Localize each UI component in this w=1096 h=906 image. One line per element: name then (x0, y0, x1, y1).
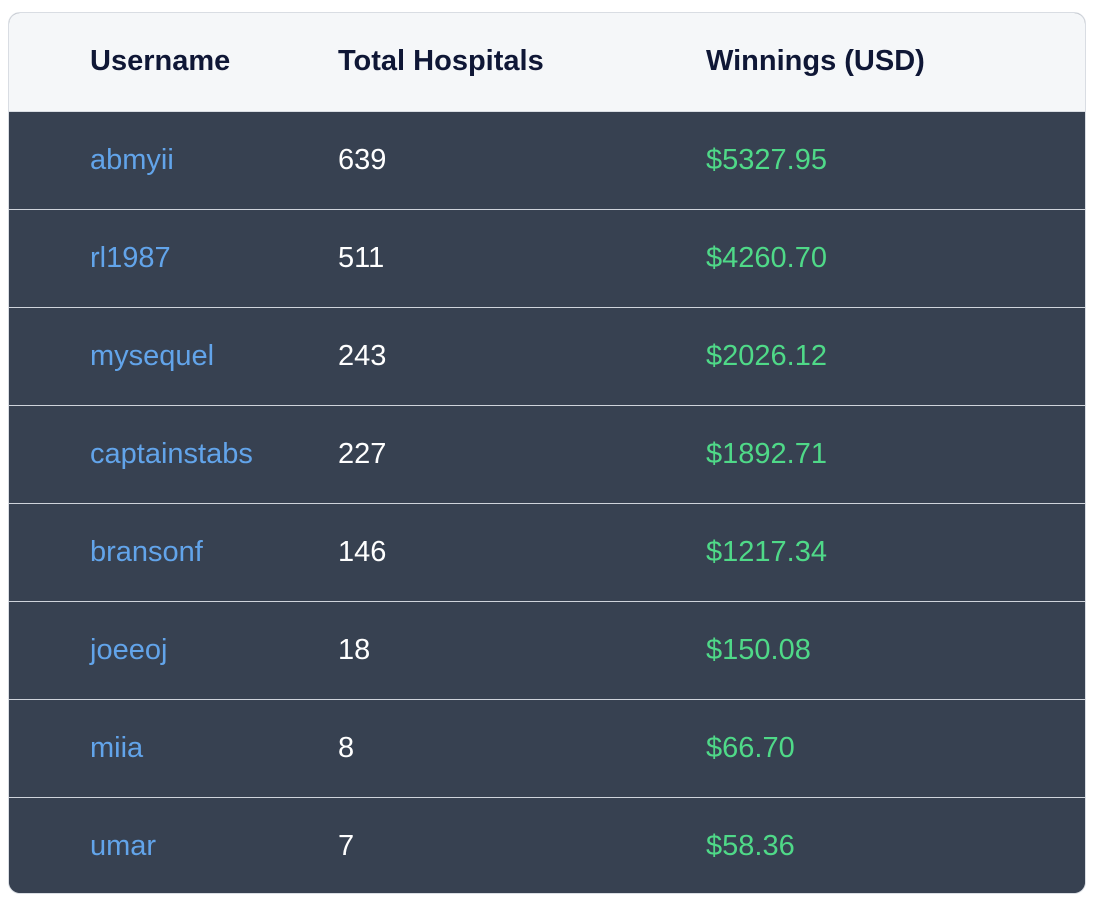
username-link[interactable]: miia (90, 731, 144, 764)
winnings-amount: $2026.12 (706, 339, 827, 372)
leaderboard-table-container: Username Total Hospitals Winnings (USD) … (8, 12, 1086, 894)
winnings-amount: $4260.70 (706, 241, 827, 274)
column-header-username[interactable]: Username (9, 13, 338, 112)
table-body: abmyii 639 $5327.95 rl1987 511 $4260.70 … (9, 111, 1085, 893)
username-link[interactable]: captainstabs (90, 437, 253, 470)
table-row: abmyii 639 $5327.95 (9, 111, 1085, 209)
table-row: rl1987 511 $4260.70 (9, 209, 1085, 307)
username-link[interactable]: rl1987 (90, 241, 171, 274)
column-header-winnings[interactable]: Winnings (USD) (706, 13, 1085, 112)
hospitals-count: 243 (338, 339, 387, 372)
winnings-amount: $66.70 (706, 731, 795, 764)
username-link[interactable]: joeeoj (90, 633, 168, 666)
leaderboard-table: Username Total Hospitals Winnings (USD) … (9, 13, 1085, 893)
header-row: Username Total Hospitals Winnings (USD) (9, 13, 1085, 112)
table-row: mysequel 243 $2026.12 (9, 307, 1085, 405)
winnings-amount: $150.08 (706, 633, 811, 666)
winnings-amount: $5327.95 (706, 143, 827, 176)
hospitals-count: 18 (338, 633, 371, 666)
winnings-amount: $1217.34 (706, 535, 827, 568)
column-header-hospitals[interactable]: Total Hospitals (338, 13, 706, 112)
hospitals-count: 146 (338, 535, 387, 568)
table-row: bransonf 146 $1217.34 (9, 503, 1085, 601)
table-row: miia 8 $66.70 (9, 699, 1085, 797)
username-link[interactable]: abmyii (90, 143, 174, 176)
hospitals-count: 511 (338, 241, 385, 274)
username-link[interactable]: umar (90, 829, 157, 862)
hospitals-count: 227 (338, 437, 387, 470)
username-link[interactable]: mysequel (90, 339, 215, 372)
table-row: joeeoj 18 $150.08 (9, 601, 1085, 699)
table-row: captainstabs 227 $1892.71 (9, 405, 1085, 503)
username-link[interactable]: bransonf (90, 535, 203, 568)
hospitals-count: 8 (338, 731, 355, 764)
winnings-amount: $58.36 (706, 829, 795, 862)
hospitals-count: 7 (338, 829, 355, 862)
table-header: Username Total Hospitals Winnings (USD) (9, 13, 1085, 112)
table-row: umar 7 $58.36 (9, 797, 1085, 893)
hospitals-count: 639 (338, 143, 387, 176)
winnings-amount: $1892.71 (706, 437, 827, 470)
